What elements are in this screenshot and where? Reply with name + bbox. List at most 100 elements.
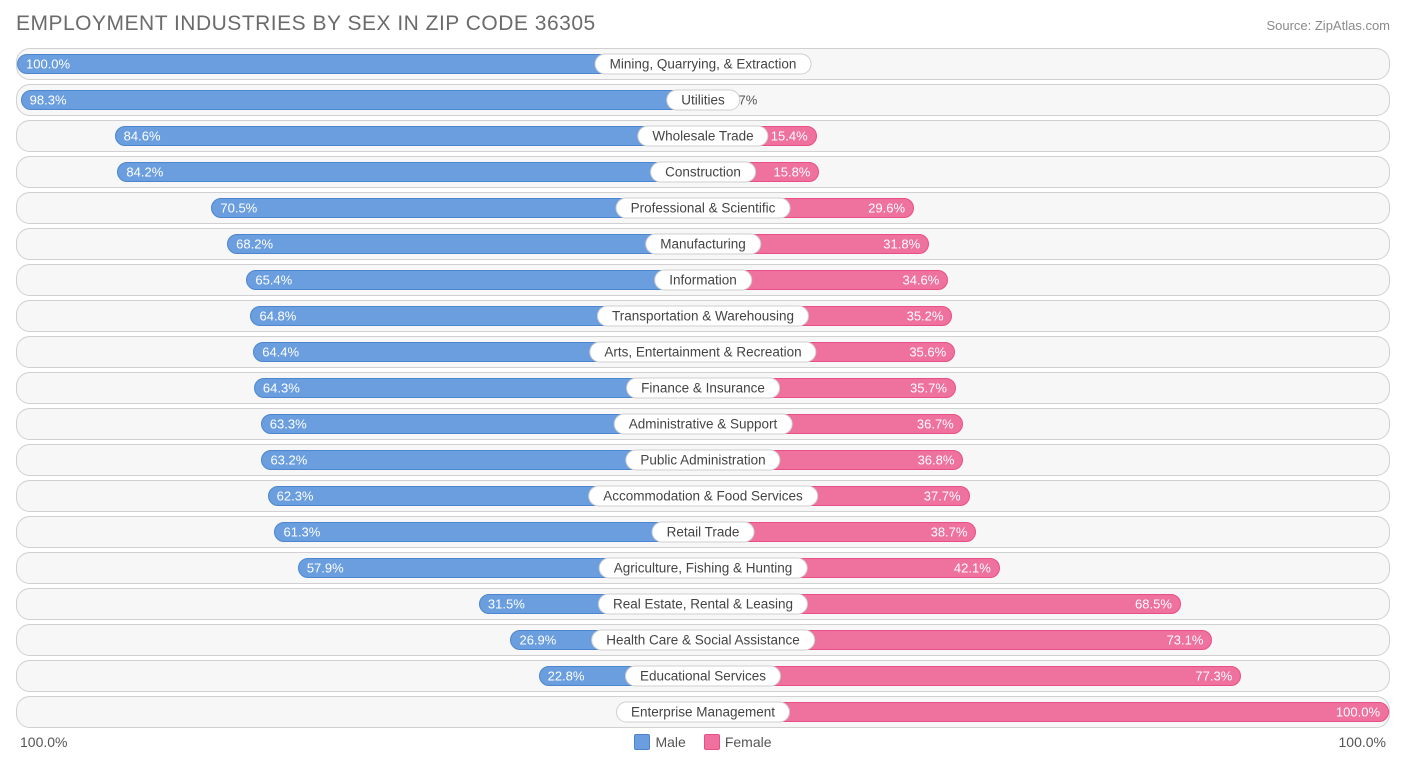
chart-row: 64.8% 35.2% Transportation & Warehousing [16, 300, 1390, 332]
category-label: Mining, Quarrying, & Extraction [595, 53, 812, 74]
female-pct: 73.1% [1167, 632, 1204, 647]
male-half: 63.3% [17, 409, 703, 439]
male-pct: 64.4% [262, 344, 299, 359]
chart-row: 98.3%1.7%Utilities [16, 84, 1390, 116]
chart-header: EMPLOYMENT INDUSTRIES BY SEX IN ZIP CODE… [16, 12, 1390, 36]
male-pct: 57.9% [307, 560, 344, 575]
chart-row: 100.0%0.0%Mining, Quarrying, & Extractio… [16, 48, 1390, 80]
category-label: Retail Trade [652, 521, 755, 542]
chart-row: 70.5% 29.6% Professional & Scientific [16, 192, 1390, 224]
male-half: 0.0% [17, 697, 703, 727]
male-bar: 98.3% [21, 90, 703, 110]
chart-footer: 100.0% Male Female 100.0% [16, 734, 1390, 750]
category-label: Wholesale Trade [637, 125, 768, 146]
chart-row: 0.0%100.0%Enterprise Management [16, 696, 1390, 728]
male-pct: 84.6% [124, 128, 161, 143]
category-label: Construction [650, 161, 756, 182]
male-pct: 63.2% [270, 452, 307, 467]
female-pct: 15.4% [771, 128, 808, 143]
category-label: Administrative & Support [614, 413, 793, 434]
axis-left-label: 100.0% [20, 734, 67, 750]
female-pct: 31.8% [883, 236, 920, 251]
female-pct: 77.3% [1195, 668, 1232, 683]
female-pct: 100.0% [1336, 704, 1380, 719]
female-half: 15.4% [703, 121, 1389, 151]
female-half: 34.6% [703, 265, 1389, 295]
legend-female: Female [704, 734, 772, 750]
chart-row: 61.3% 38.7%Retail Trade [16, 516, 1390, 548]
female-half: 38.7% [703, 517, 1389, 547]
chart-row: 84.2% 15.8% Construction [16, 156, 1390, 188]
female-pct: 35.6% [909, 344, 946, 359]
chart-row: 84.6% 15.4%Wholesale Trade [16, 120, 1390, 152]
male-half: 84.6% [17, 121, 703, 151]
chart-row: 26.9% 73.1% Health Care & Social Assistanc… [16, 624, 1390, 656]
female-pct: 15.8% [774, 164, 811, 179]
category-label: Transportation & Warehousing [597, 305, 809, 326]
chart-source: Source: ZipAtlas.com [1266, 18, 1390, 33]
female-half: 100.0% [703, 697, 1389, 727]
male-pct: 65.4% [255, 272, 292, 287]
chart-row: 57.9% 42.1% Agriculture, Fishing & Hunting [16, 552, 1390, 584]
male-half: 63.2% [17, 445, 703, 475]
chart-row: 22.8%77.3%Educational Services [16, 660, 1390, 692]
chart-row: 62.3% 37.7% Accommodation & Food Services [16, 480, 1390, 512]
male-bar: 84.6% [115, 126, 703, 146]
female-pct: 37.7% [924, 488, 961, 503]
category-label: Health Care & Social Assistance [591, 629, 815, 650]
male-pct: 98.3% [30, 92, 67, 107]
male-pct: 84.2% [126, 164, 163, 179]
female-half: 29.6% [703, 193, 1389, 223]
female-pct: 35.2% [907, 308, 944, 323]
male-pct: 100.0% [26, 56, 70, 71]
female-pct: 29.6% [868, 200, 905, 215]
male-pct: 26.9% [519, 632, 556, 647]
category-label: Information [654, 269, 752, 290]
female-half: 31.8% [703, 229, 1389, 259]
chart-row: 68.2% 31.8% Manufacturing [16, 228, 1390, 260]
female-pct: 36.8% [918, 452, 955, 467]
legend: Male Female [634, 734, 771, 750]
male-pct: 62.3% [277, 488, 314, 503]
female-pct: 68.5% [1135, 596, 1172, 611]
category-label: Professional & Scientific [616, 197, 791, 218]
male-pct: 64.8% [259, 308, 296, 323]
legend-male: Male [634, 734, 685, 750]
male-pct: 70.5% [220, 200, 257, 215]
category-label: Agriculture, Fishing & Hunting [599, 557, 808, 578]
male-pct: 68.2% [236, 236, 273, 251]
male-pct: 61.3% [283, 524, 320, 539]
legend-female-label: Female [725, 734, 772, 750]
axis-right-label: 100.0% [1339, 734, 1386, 750]
female-pct: 36.7% [917, 416, 954, 431]
category-label: Accommodation & Food Services [588, 485, 818, 506]
female-half: 35.7% [703, 373, 1389, 403]
category-label: Real Estate, Rental & Leasing [598, 593, 808, 614]
male-half: 70.5% [17, 193, 703, 223]
male-half: 61.3% [17, 517, 703, 547]
female-pct: 42.1% [954, 560, 991, 575]
female-swatch-icon [704, 734, 720, 750]
male-half: 65.4% [17, 265, 703, 295]
female-bar: 77.3% [703, 666, 1241, 686]
female-half: 1.7% [703, 85, 1389, 115]
chart-row: 31.5%68.5%Real Estate, Rental & Leasing [16, 588, 1390, 620]
male-bar: 84.2% [117, 162, 703, 182]
female-half: 36.8% [703, 445, 1389, 475]
male-half: 98.3% [17, 85, 703, 115]
category-label: Public Administration [625, 449, 780, 470]
male-half: 22.8% [17, 661, 703, 691]
male-pct: 64.3% [263, 380, 300, 395]
male-half: 64.3% [17, 373, 703, 403]
male-bar: 65.4% [246, 270, 703, 290]
legend-male-label: Male [655, 734, 685, 750]
female-half: 15.8% [703, 157, 1389, 187]
male-bar: 68.2% [227, 234, 703, 254]
chart-row: 65.4% 34.6%Information [16, 264, 1390, 296]
category-label: Manufacturing [645, 233, 761, 254]
chart-row: 63.2% 36.8% Public Administration [16, 444, 1390, 476]
female-half: 77.3% [703, 661, 1389, 691]
male-pct: 63.3% [270, 416, 307, 431]
female-bar: 100.0% [703, 702, 1389, 722]
male-pct: 22.8% [548, 668, 585, 683]
